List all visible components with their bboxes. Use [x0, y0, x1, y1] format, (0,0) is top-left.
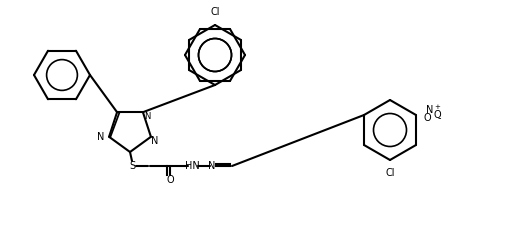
Text: +: + [434, 104, 440, 110]
Text: -: - [438, 113, 441, 123]
Text: N: N [151, 136, 159, 146]
Text: HN: HN [185, 161, 199, 171]
Text: Cl: Cl [385, 168, 395, 178]
Text: N: N [208, 161, 216, 171]
Text: N: N [144, 112, 150, 121]
Text: O: O [166, 175, 174, 185]
Text: N: N [97, 132, 105, 142]
Text: O: O [434, 110, 442, 120]
Text: S: S [129, 161, 135, 171]
Text: Cl: Cl [210, 7, 220, 17]
Text: O: O [424, 113, 432, 123]
Text: N: N [426, 105, 433, 115]
